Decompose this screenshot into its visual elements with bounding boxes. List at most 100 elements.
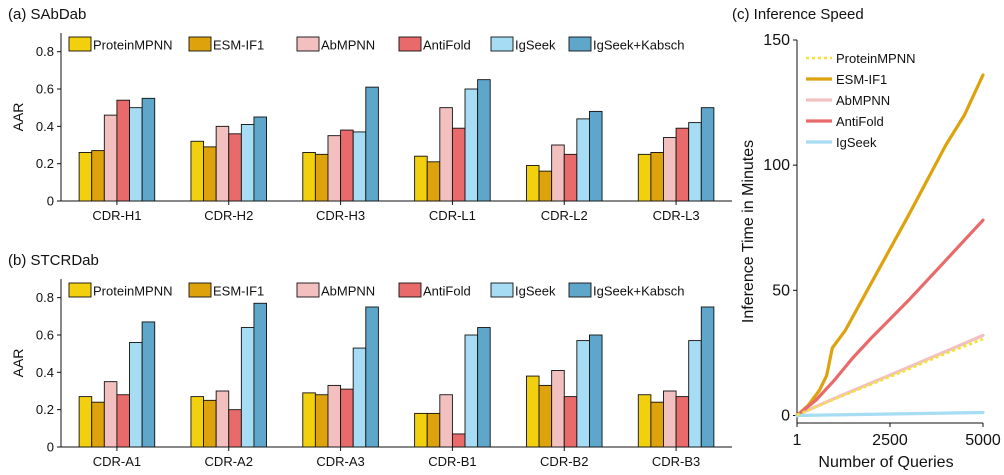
x-category-label: CDR-L1: [429, 208, 476, 223]
legend-label: ESM-IF1: [836, 72, 887, 87]
bar: [439, 394, 453, 448]
bar: [215, 125, 230, 202]
y-tick-label: 150: [763, 32, 790, 49]
bar: [637, 153, 652, 202]
bar: [526, 165, 540, 202]
bar: [240, 124, 255, 202]
bar: [688, 122, 702, 202]
legend-label: AntiFold: [836, 114, 884, 129]
bar: [551, 144, 565, 202]
panel-a-plot: 0 0.2 0.4 0.6 0.8 AAR CDR-H1 CDR-H2 CDR-H3 CDR-L1…: [10, 33, 732, 223]
legend: ProteinMPNN ESM-IF1 AbMPNN AntiFold IgSeek Ig…: [68, 36, 684, 53]
legend-label: AbMPNN: [321, 284, 375, 299]
legend-label: ProteinMPNN: [836, 51, 915, 66]
bar: [589, 110, 603, 202]
bar: [426, 412, 441, 448]
x-category-label: CDR-L2: [541, 208, 588, 223]
y-tick-label: 0.2: [36, 402, 54, 417]
legend-label: IgSeek+Kabsch: [593, 38, 684, 53]
panel-b-title: (b) STCRDab: [8, 252, 99, 269]
x-category-label: CDR-H2: [204, 208, 253, 223]
bar: [240, 327, 255, 448]
legend-label: IgSeek: [515, 284, 556, 299]
bar: [327, 135, 342, 202]
bar: [477, 79, 491, 202]
legend-swatch: [398, 282, 422, 298]
legend-label: ESM-IF1: [213, 38, 264, 53]
legend-label: AntiFold: [423, 284, 471, 299]
y-tick-label: 50: [772, 282, 790, 299]
bar: [129, 342, 143, 448]
legend-label: ESM-IF1: [213, 284, 264, 299]
x-category-label: CDR-B1: [428, 454, 476, 469]
bar: [228, 133, 242, 202]
bar: [78, 396, 93, 448]
bar: [103, 381, 118, 448]
bar: [190, 140, 204, 202]
bar: [327, 384, 342, 448]
bar: [91, 401, 105, 448]
legend-label: IgSeek+Kabsch: [593, 284, 684, 299]
bar: [129, 107, 143, 202]
y-tick-label: 0.4: [36, 365, 54, 380]
bar: [314, 394, 329, 448]
bar: [116, 99, 130, 202]
bar: [414, 412, 428, 448]
y-axis-label: Inference Time in Minutes: [740, 140, 757, 323]
x-axis-label: Number of Queries: [818, 454, 953, 471]
x-category-label: CDR-A1: [93, 454, 141, 469]
bar: [116, 394, 130, 448]
bar: [302, 152, 316, 202]
panel-b-plot: 0 0.2 0.4 0.6 0.8 AAR CDR-A1 CDR-A2 CDR-A3 CDR-B1…: [10, 279, 732, 469]
bar: [650, 401, 664, 448]
x-category-label: CDR-A2: [205, 454, 253, 469]
bar: [426, 161, 441, 202]
bar: [439, 107, 453, 202]
y-tick-label: 0.2: [36, 156, 54, 171]
legend-label: IgSeek: [836, 135, 877, 150]
legend-swatch: [296, 282, 320, 298]
bar: [352, 347, 367, 448]
panel-a-title: (a) SAbDab: [8, 6, 86, 23]
legend-swatch: [188, 282, 212, 298]
bar: [576, 340, 590, 448]
bar: [352, 131, 367, 202]
bar: [464, 334, 479, 448]
series-line: [795, 333, 985, 417]
series-line: [795, 73, 985, 418]
legend-swatch: [490, 282, 514, 298]
bar: [650, 152, 664, 202]
bar: [700, 306, 715, 448]
bar: [203, 146, 217, 202]
bar: [228, 409, 242, 448]
x-category-label: CDR-L3: [653, 208, 700, 223]
x-category-label: CDR-H1: [92, 208, 141, 223]
bar: [538, 170, 553, 202]
legend-swatch: [490, 36, 514, 52]
x-category-label: CDR-A3: [316, 454, 364, 469]
legend-label: IgSeek: [515, 38, 556, 53]
bar: [451, 433, 466, 448]
bar: [141, 97, 156, 202]
x-tick-label: 5000: [965, 432, 1001, 449]
series-line: [795, 218, 985, 418]
legend-label: AbMPNN: [836, 93, 890, 108]
bar: [141, 321, 156, 448]
bar: [103, 114, 118, 202]
bar: [688, 340, 702, 448]
bar: [675, 396, 690, 448]
bar: [190, 396, 204, 448]
legend-label: AbMPNN: [321, 38, 375, 53]
bar: [91, 150, 105, 202]
y-tick-label: 0.8: [36, 290, 54, 305]
y-tick-label: 0: [781, 407, 790, 424]
bar: [302, 392, 316, 448]
bar: [663, 390, 677, 448]
y-axis-label: AAR: [10, 349, 26, 378]
panel-c-title: (c) Inference Speed: [732, 6, 864, 23]
bar: [464, 88, 479, 202]
x-tick-label: 1: [793, 432, 802, 449]
bar: [675, 127, 690, 202]
y-axis-label: AAR: [10, 103, 26, 132]
bar: [563, 396, 578, 448]
